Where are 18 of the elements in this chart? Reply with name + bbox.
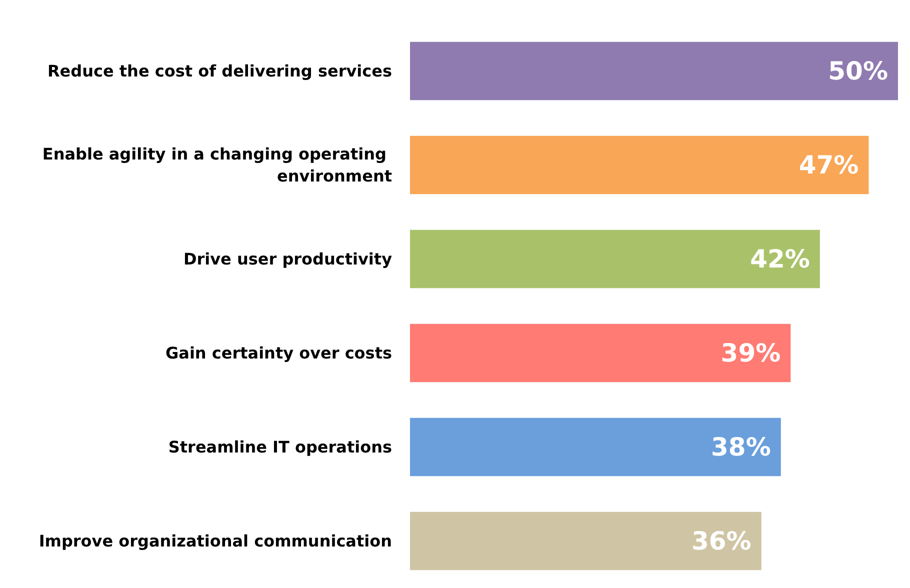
y-tick-label: Drive user productivity [183,250,393,268]
data-label: 47% [798,150,859,180]
bar [410,230,820,288]
bar [410,136,869,194]
y-tick-label: Gain certainty over costs [166,344,392,362]
y-tick-label: Streamline IT operations [168,438,392,456]
y-tick-label: Improve organizational communication [38,532,392,550]
bar [410,512,762,570]
data-label: 36% [692,526,752,556]
y-tick-label: Enable agility in a changing operating environment [42,144,392,186]
bar [410,418,781,476]
data-label: 38% [711,432,771,462]
y-tick-label: Reduce the cost of delivering services [47,62,392,80]
data-label: 42% [750,244,810,274]
bar [410,324,791,382]
data-label: 39% [720,338,781,368]
data-label: 50% [828,56,888,86]
bar [410,42,898,100]
